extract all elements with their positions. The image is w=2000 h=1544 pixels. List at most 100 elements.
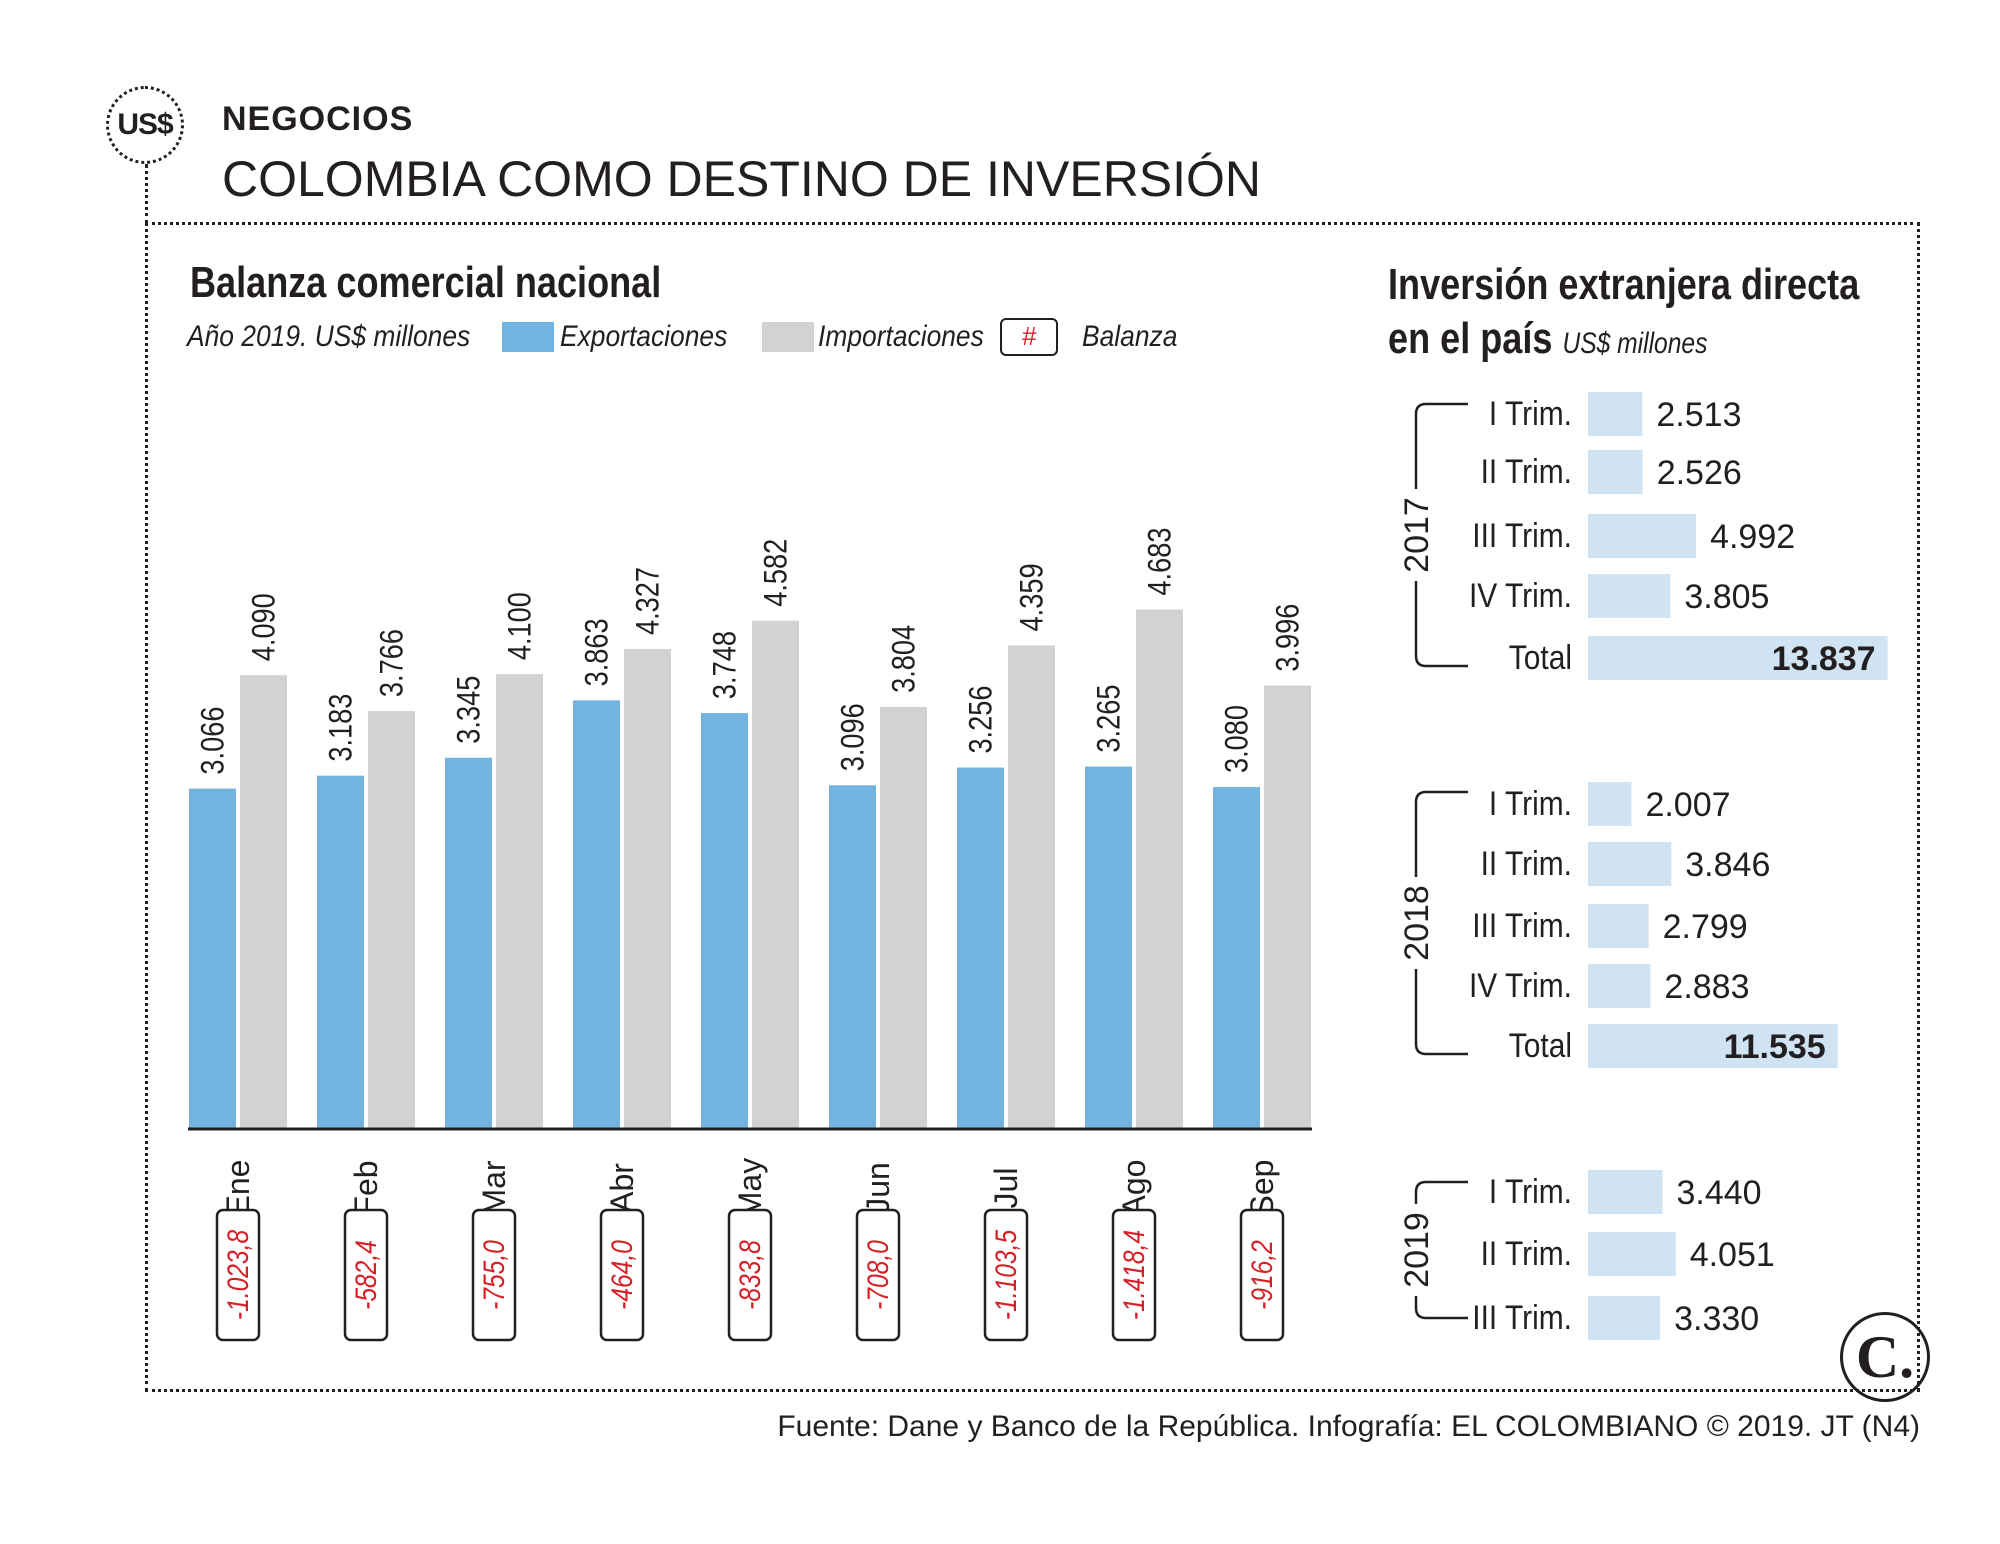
balance-box (599, 1208, 645, 1342)
el-colombiano-logo-icon: C. (1840, 1312, 1930, 1402)
fdi-quarter-label: I Trim. (1489, 1172, 1572, 1210)
balance-value-label: -582,4 (349, 1240, 383, 1310)
legend-balance-symbol: # (1000, 318, 1058, 356)
fdi-quarter-bar (1588, 1296, 1661, 1340)
fdi-quarter-bar (1588, 1170, 1663, 1214)
fdi-quarter-label: IV Trim. (1469, 576, 1572, 614)
year-label: 2017 (1398, 497, 1436, 573)
infographic-frame (145, 222, 1920, 1392)
balance-box (727, 1208, 773, 1342)
fdi-chart-title: Inversión extranjera directa en el país … (1388, 258, 1859, 371)
us-dollar-logo-icon: US$ (106, 86, 184, 164)
export-bar (701, 713, 748, 1128)
fdi-total-value: 11.535 (1724, 1028, 1826, 1066)
import-bar (240, 675, 287, 1128)
fdi-quarter-value: 2.007 (1645, 786, 1730, 824)
import-value-label: 4.100 (502, 592, 538, 660)
fdi-quarter-value: 3.440 (1676, 1174, 1761, 1212)
month-tick-label: Jun (860, 1162, 896, 1214)
export-bar (957, 767, 1004, 1128)
frame-connector (145, 164, 148, 224)
fdi-unit: US$ millones (1562, 327, 1708, 360)
balance-value-label: -464,0 (605, 1239, 639, 1309)
balance-value-label: -916,2 (1245, 1240, 1279, 1310)
year-label: 2018 (1398, 885, 1436, 961)
balance-value-label: -1.023,8 (221, 1229, 255, 1320)
fdi-quarter-value: 2.513 (1656, 396, 1741, 434)
month-tick-label: Ago (1116, 1160, 1152, 1217)
fdi-quarter-label: I Trim. (1489, 394, 1572, 432)
source-footer: Fuente: Dane y Banco de la República. In… (777, 1410, 1920, 1443)
import-value-label: 4.327 (630, 567, 666, 635)
balance-box (1111, 1208, 1157, 1342)
legend-imports-label: Importaciones (818, 320, 984, 353)
month-tick-label: Abr (604, 1163, 640, 1213)
fdi-quarter-bar (1588, 392, 1643, 436)
import-value-label: 4.359 (1014, 563, 1050, 631)
balance-box (471, 1208, 517, 1342)
legend-exports-label: Exportaciones (560, 320, 728, 353)
fdi-title-line2: en el país US$ millones (1388, 312, 1859, 371)
balance-value-label: -708,0 (861, 1239, 895, 1309)
import-value-label: 3.766 (374, 629, 410, 697)
fdi-quarter-value: 3.330 (1674, 1300, 1759, 1338)
balance-box (855, 1208, 901, 1342)
fdi-quarter-label: II Trim. (1481, 452, 1572, 490)
fdi-total-label: Total (1509, 638, 1572, 676)
fdi-quarter-label: I Trim. (1489, 784, 1572, 822)
fdi-quarter-bar (1588, 964, 1651, 1008)
fdi-quarter-bar (1588, 904, 1649, 948)
fdi-quarter-label: III Trim. (1472, 906, 1572, 944)
fdi-total-bar (1588, 1024, 1838, 1068)
year-label-bg (1396, 489, 1436, 581)
import-bar (1008, 645, 1055, 1128)
export-bar (1085, 766, 1132, 1128)
fdi-chart: 2017 I Trim. 2.513 II Trim. 2.526 III Trim. 4.… (1396, 392, 1888, 1340)
balance-box (343, 1208, 389, 1342)
export-bar (317, 775, 364, 1128)
fdi-quarter-value: 2.883 (1664, 968, 1749, 1006)
month-tick-label: May (732, 1158, 768, 1218)
fdi-quarter-value: 4.051 (1690, 1236, 1775, 1274)
import-bar (752, 620, 799, 1128)
export-value-label: 3.863 (579, 618, 615, 686)
trade-chart-title: Balanza comercial nacional (190, 258, 662, 307)
fdi-quarter-label: IV Trim. (1469, 966, 1572, 1004)
export-bar (189, 788, 236, 1128)
fdi-quarter-label: II Trim. (1481, 844, 1572, 882)
export-bar (573, 700, 620, 1128)
import-bar (880, 706, 927, 1128)
balance-value-label: -1.418,4 (1117, 1230, 1151, 1320)
fdi-quarter-bar (1588, 574, 1671, 618)
balance-box (215, 1208, 261, 1342)
fdi-quarter-bar (1588, 450, 1643, 494)
balance-value-label: -755,0 (477, 1239, 511, 1309)
export-value-label: 3.096 (835, 703, 871, 771)
export-bar (1213, 787, 1260, 1128)
fdi-quarter-label: III Trim. (1472, 1298, 1572, 1336)
legend-balance-label: Balanza (1082, 320, 1178, 353)
month-tick-label: Ene (220, 1160, 256, 1217)
import-bar (1264, 685, 1311, 1128)
fdi-title-line1: Inversión extranjera directa (1388, 260, 1860, 309)
import-bar (1136, 609, 1183, 1128)
balance-value-label: -833,8 (733, 1239, 767, 1309)
fdi-quarter-bar (1588, 1232, 1676, 1276)
trade-chart-subtitle: Año 2019. US$ millones (187, 320, 471, 353)
year-label: 2019 (1398, 1212, 1436, 1288)
import-bar (496, 674, 543, 1128)
import-value-label: 3.804 (886, 625, 922, 693)
import-bar (368, 711, 415, 1128)
import-value-label: 3.996 (1270, 604, 1306, 672)
balance-box (983, 1208, 1029, 1342)
fdi-quarter-label: II Trim. (1481, 1234, 1572, 1272)
fdi-quarter-bar (1588, 782, 1632, 826)
export-value-label: 3.265 (1091, 685, 1127, 753)
export-value-label: 3.183 (323, 694, 359, 762)
export-value-label: 3.080 (1219, 705, 1255, 773)
year-label-bg (1396, 877, 1436, 969)
fdi-quarter-value: 3.805 (1684, 578, 1769, 616)
export-bar (445, 757, 492, 1128)
fdi-total-bar (1588, 636, 1888, 680)
section-label: NEGOCIOS (222, 100, 414, 138)
